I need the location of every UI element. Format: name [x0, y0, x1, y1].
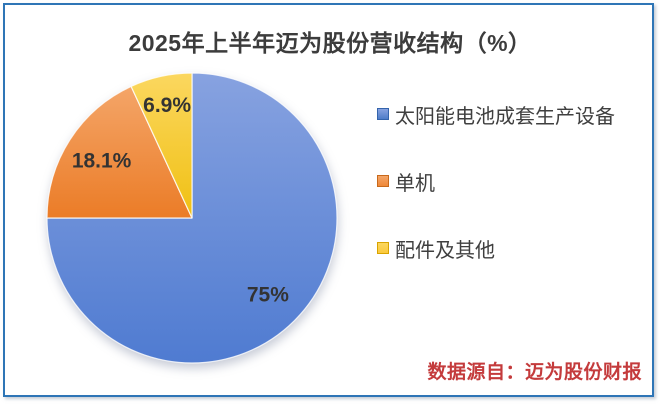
legend-swatch-icon — [377, 242, 389, 254]
legend: 太阳能电池成套生产设备 单机配件及其他 — [377, 102, 615, 303]
chart-title: 2025年上半年迈为股份营收结构（%） — [128, 30, 532, 56]
pie-slice-2 — [46, 85, 193, 219]
legend-swatch-icon — [377, 175, 389, 187]
legend-label: 配件及其他 — [395, 239, 495, 262]
pie-value-label: 6.9% — [143, 94, 191, 117]
legend-label: 单机 — [395, 172, 435, 195]
legend-item-1: 太阳能电池成套生产设备 — [377, 102, 615, 128]
legend-item-2: 单机 — [377, 169, 615, 195]
pie-chart: 75% 18.1% 6.9% — [46, 72, 338, 364]
legend-item-3: 配件及其他 — [377, 236, 615, 262]
legend-label: 太阳能电池成套生产设备 — [395, 105, 615, 128]
pie-value-label: 18.1% — [72, 150, 132, 173]
source-note: 数据源自：迈为股份财报 — [427, 362, 642, 383]
pie-value-label: 75% — [247, 283, 289, 306]
legend-swatch-icon — [377, 108, 389, 120]
pie-slice-3 — [130, 72, 193, 219]
